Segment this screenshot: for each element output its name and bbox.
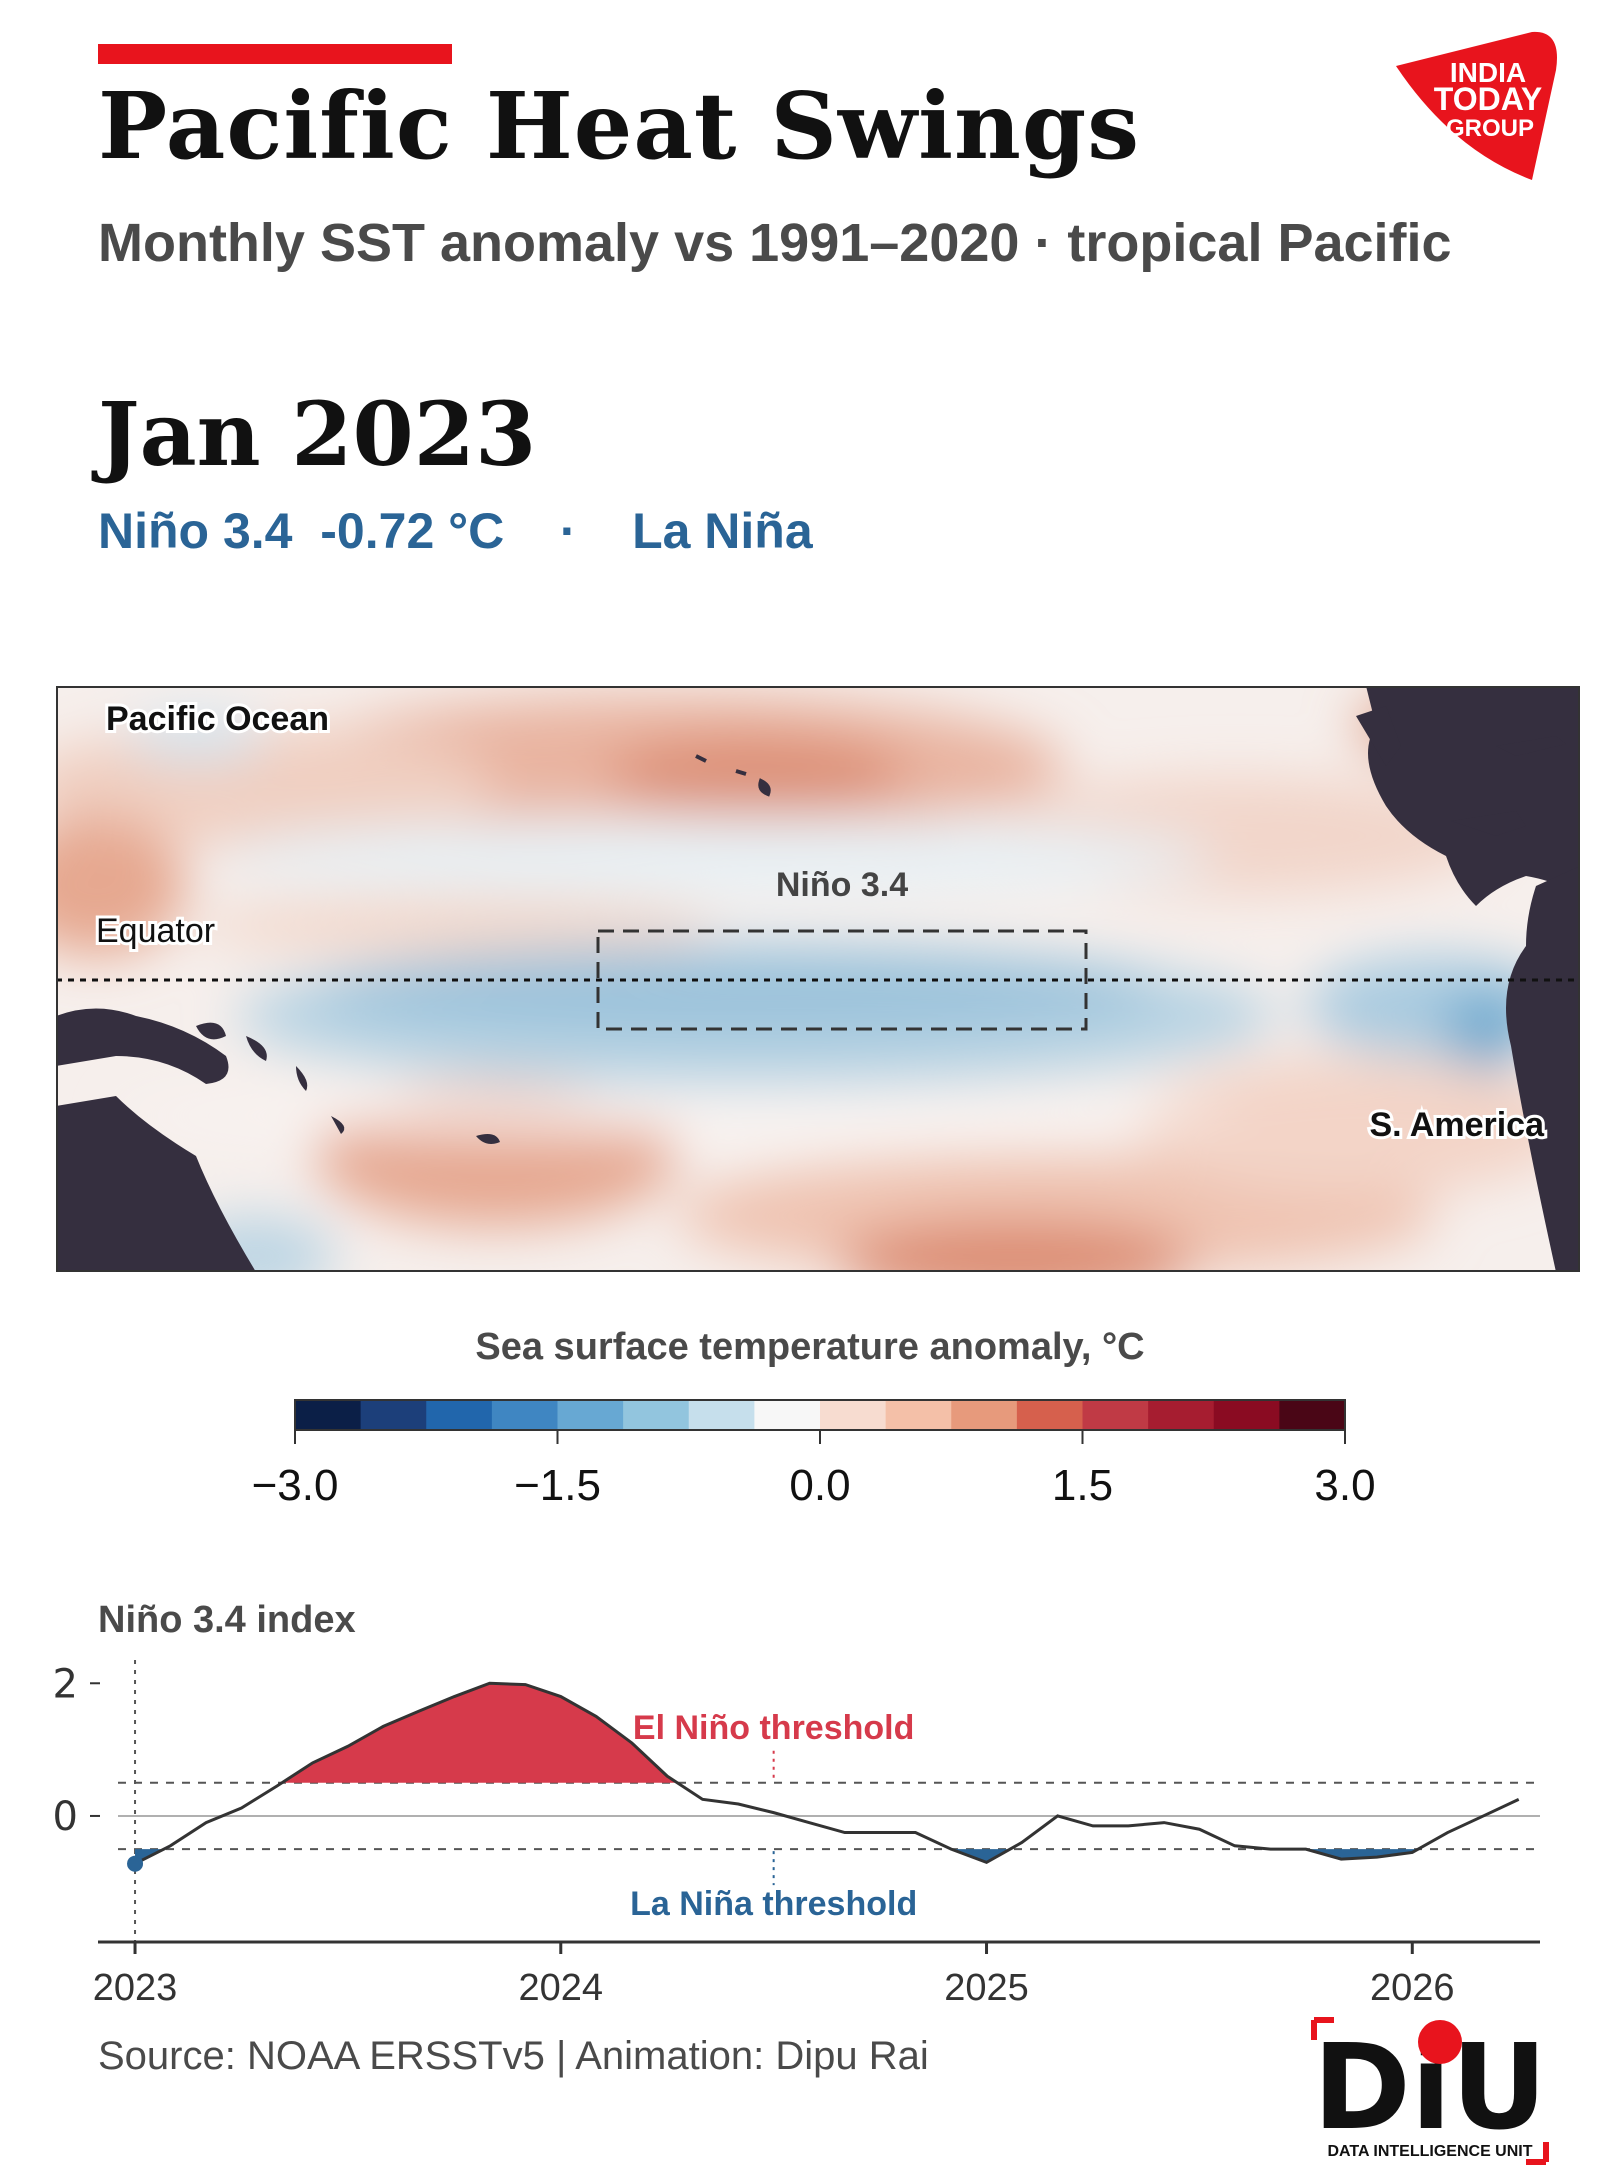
colorbar-swatch [754, 1400, 821, 1430]
phase-label: La Niña [632, 503, 813, 559]
baja-california-landmass [1356, 706, 1401, 766]
x-tick-label: 2025 [944, 1967, 1029, 2009]
colorbar-swatch [688, 1400, 755, 1430]
diu-emblem-icon [1418, 2020, 1462, 2064]
index-label: Niño 3.4 [98, 503, 293, 559]
nino34-box [596, 929, 1088, 1031]
colorbar-swatch [295, 1400, 362, 1430]
island-fiji-west [331, 1116, 345, 1134]
colorbar-swatch [820, 1400, 887, 1430]
cuba-island [1496, 736, 1566, 756]
map-frame [56, 686, 1580, 1272]
x-tick-label: 2023 [93, 1967, 178, 2009]
status-separator: · [559, 503, 577, 559]
hawaii-islands [695, 754, 771, 797]
chart-labels: El Niño threshold La Niña threshold [630, 1709, 917, 1923]
x-tick-label: 2026 [1370, 1967, 1455, 2009]
colorbar-swatch [1016, 1400, 1083, 1430]
title-accent-bar [98, 44, 452, 64]
colorbar-swatch [623, 1400, 690, 1430]
logo-line-3: GROUP [1446, 115, 1534, 142]
colorbar: −3.0 −1.5 0.0 1.5 3.0 [252, 1399, 1376, 1510]
colorbar-swatch [1279, 1400, 1346, 1430]
current-month-point [127, 1855, 144, 1872]
chart-axes: 2023 2024 2025 2026 2 0 [53, 1661, 1540, 2009]
colorbar-swatch [426, 1400, 493, 1430]
chart-title: Niño 3.4 index [98, 1599, 356, 1641]
colorbar-title: Sea surface temperature anomaly, °C [475, 1326, 1145, 1368]
index-value: -0.72 °C [320, 503, 505, 559]
la-nina-fill [135, 1849, 1419, 1864]
colorbar-tick-label: −3.0 [252, 1461, 339, 1510]
colorbar-swatches [295, 1400, 1346, 1430]
colorbar-swatch [1082, 1400, 1149, 1430]
map-label-nino34: Niño 3.4 [776, 866, 908, 904]
source-credit: Source: NOAA ERSSTv5 | Animation: Dipu R… [98, 2034, 929, 2078]
sst-anomaly-map: Pacific Ocean Equator Niño 3.4 S. Americ… [56, 686, 1580, 1272]
australia-landmass [56, 1096, 256, 1272]
diu-logo: DiU DATA INTELLIGENCE UNIT [1311, 2017, 1549, 2165]
colorbar-ticks: −3.0 −1.5 0.0 1.5 3.0 [252, 1430, 1376, 1510]
la-nina-threshold-label: La Niña threshold [630, 1885, 917, 1923]
colorbar-tick-label: 3.0 [1314, 1461, 1375, 1510]
page-subtitle: Monthly SST anomaly vs 1991–2020 · tropi… [98, 213, 1452, 273]
new-guinea-landmass [56, 1008, 229, 1084]
map-label-equator: Equator [96, 912, 215, 950]
y-tick-label: 2 [53, 1661, 78, 1707]
map-label-pacific-ocean: Pacific Ocean [106, 700, 329, 738]
diu-caption: DATA INTELLIGENCE UNIT [1327, 2143, 1532, 2160]
colorbar-swatch [1213, 1400, 1280, 1430]
current-month: Jan 2023 [98, 382, 537, 486]
island-vanuatu [296, 1066, 308, 1091]
x-tick-label: 2024 [519, 1967, 604, 2009]
south-america-landmass [1506, 866, 1580, 1272]
colorbar-tick-label: 0.0 [789, 1461, 850, 1510]
logo-line-2: TODAY [1434, 81, 1542, 117]
island-fiji [476, 1134, 500, 1144]
page-title: Pacific Heat Swings [98, 72, 1141, 180]
colorbar-swatch [885, 1400, 952, 1430]
colorbar-swatch [557, 1400, 624, 1430]
colorbar-swatch [1148, 1400, 1215, 1430]
logo-line-1: INDIA [1450, 57, 1526, 88]
nino34-index-chart: Niño 3.4 index 2023 2024 2025 2026 2 0 El Niñ… [53, 1599, 1540, 2009]
yucatan-landmass [1451, 811, 1526, 836]
island-solomon [196, 1022, 226, 1040]
y-tick-label: 0 [53, 1794, 78, 1840]
index-line [134, 1681, 1520, 1866]
island-bougainville [246, 1036, 267, 1061]
map-label-south-america: S. America [1370, 1106, 1546, 1144]
colorbar-swatch [491, 1400, 558, 1430]
colorbar-tick-label: 1.5 [1052, 1461, 1113, 1510]
current-status: Niño 3.4 -0.72 °C · La Niña [98, 502, 813, 560]
colorbar-tick-label: −1.5 [514, 1461, 601, 1510]
india-today-group-logo: INDIA TODAY GROUP [1396, 31, 1557, 180]
colorbar-swatch [951, 1400, 1018, 1430]
el-nino-threshold-label: El Niño threshold [633, 1709, 914, 1747]
colorbar-swatch [360, 1400, 427, 1430]
